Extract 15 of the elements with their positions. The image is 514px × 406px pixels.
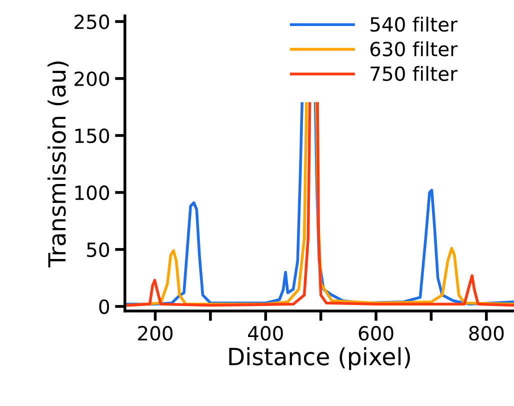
- y-tick-label: 200: [74, 71, 110, 86]
- legend-label: 750 filter: [370, 66, 458, 82]
- legend-label: 630 filter: [370, 41, 458, 56]
- y-tick-label: 0: [99, 299, 110, 314]
- legend-label: 540 filter: [370, 16, 458, 32]
- x-axis-title: Distance (pixel): [229, 347, 410, 370]
- x-tick-label: 800: [469, 326, 504, 341]
- y-tick-label: 250: [74, 14, 110, 30]
- x-tick-label: 400: [248, 326, 283, 341]
- x-tick-label: 600: [358, 326, 394, 341]
- y-tick-label: 100: [75, 185, 110, 200]
- x-tick-label: 200: [138, 326, 173, 341]
- y-tick-label: 150: [75, 128, 110, 144]
- y-axis-title: Transmission (au): [48, 62, 69, 268]
- y-tick-label: 50: [87, 242, 110, 258]
